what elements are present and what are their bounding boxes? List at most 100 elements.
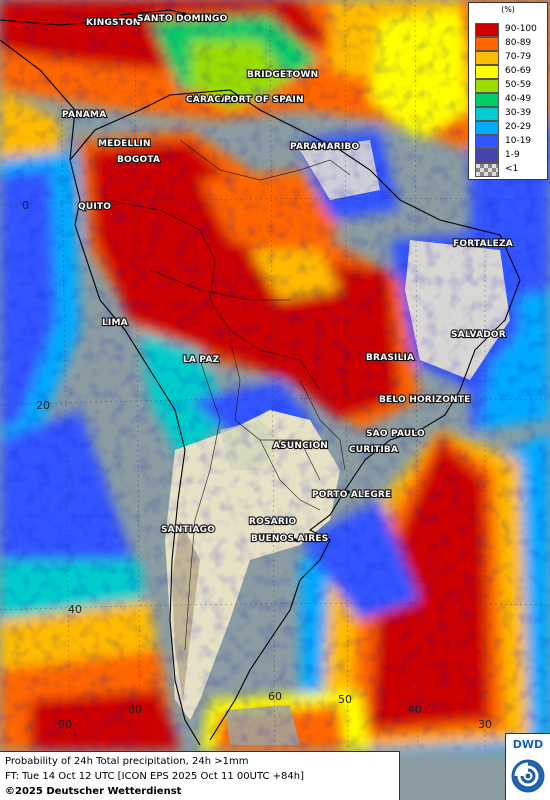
city-marker: [124, 140, 128, 144]
legend-swatch: [475, 93, 499, 107]
lat-label-40: 40: [68, 603, 82, 616]
lon-label-50: 50: [338, 693, 352, 706]
dwd-logo: DWD: [505, 733, 550, 800]
city-marker: [391, 430, 395, 434]
legend-row: 1-9: [475, 149, 545, 163]
legend-row: 20-29: [475, 121, 545, 135]
city-santiago: SANTIAGO: [161, 525, 215, 535]
city-marker: [420, 396, 424, 400]
legend-row: 40-49: [475, 93, 545, 107]
city-marker: [274, 521, 278, 525]
legend-label: 60-69: [505, 66, 532, 76]
legend-swatch: [475, 121, 499, 135]
legend-label: 30-39: [505, 108, 532, 118]
city-santo-domingo: SANTO DOMINGO: [137, 14, 228, 24]
city-kingston: KINGSTON: [86, 18, 141, 28]
city-marker: [263, 96, 267, 100]
legend-row: 80-89: [475, 37, 545, 51]
legend-label: 50-59: [505, 80, 532, 90]
city-salvador: SALVADOR: [451, 330, 506, 340]
city-marker: [474, 331, 478, 335]
forecast-time: FT: Tue 14 Oct 12 UTC [ICON EPS 2025 Oct…: [5, 771, 304, 782]
city-marker: [214, 95, 218, 99]
city-marker: [126, 18, 130, 22]
map-caption: Probability of 24h Total precipitation, …: [0, 751, 400, 800]
city-marker: [346, 490, 350, 494]
city-buenos-aires: BUENOS AIRES: [251, 534, 328, 544]
city-marker: [293, 538, 297, 542]
legend-label: 20-29: [505, 122, 532, 132]
city-lima: LIMA: [102, 318, 128, 328]
legend-swatch: [475, 23, 499, 37]
legend-label: <1: [505, 164, 519, 174]
city-fortaleza: FORTALEZA: [453, 239, 513, 249]
lon-label-40: 40: [408, 703, 422, 716]
city-rosario: ROSARIO: [249, 517, 297, 527]
coastlines: [0, 9, 521, 746]
city-la-paz: LA PAZ: [183, 355, 220, 365]
city-marker: [94, 203, 98, 207]
city-port-of-spain: PORT OF SPAIN: [224, 95, 304, 105]
legend-row: 30-39: [475, 107, 545, 121]
product-title: Probability of 24h Total precipitation, …: [5, 756, 249, 767]
legend-swatch: [475, 163, 499, 177]
city-bogota: BOGOTA: [117, 155, 160, 165]
country-borders: [104, 139, 351, 651]
city-marker: [372, 445, 376, 449]
dwd-swirl-icon: [511, 759, 545, 793]
legend-label: 70-79: [505, 52, 532, 62]
city-marker: [88, 113, 92, 117]
city-marker: [482, 240, 486, 244]
legend-swatch: [475, 37, 499, 51]
legend-row: 70-79: [475, 51, 545, 65]
city-marker: [277, 72, 281, 76]
legend-row: 50-59: [475, 79, 545, 93]
legend-swatch: [475, 65, 499, 79]
lat-label-0: 0: [22, 199, 29, 212]
city-marker: [137, 158, 141, 162]
legend-swatch: [475, 51, 499, 65]
lon-label-80: 80: [128, 703, 142, 716]
city-marker: [293, 442, 297, 446]
copyright: ©2025 Deutscher Wetterdienst: [5, 786, 182, 797]
legend-label: 80-89: [505, 38, 532, 48]
lon-label-90: 90: [58, 718, 72, 731]
legend-label: 40-49: [505, 94, 532, 104]
legend-swatch: [475, 149, 499, 163]
city-marker: [188, 528, 192, 532]
lon-label-30: 30: [478, 718, 492, 731]
city-marker: [388, 355, 392, 359]
city-labels: KINGSTON SANTO DOMINGO BRIDGETOWN CARACA…: [61, 12, 514, 545]
legend-row: 10-19: [475, 135, 545, 149]
city-paramaribo: PARAMARIBO: [290, 142, 359, 152]
city-bridgetown: BRIDGETOWN: [247, 70, 318, 80]
city-quito: QUITO: [78, 202, 111, 212]
legend-swatch: [475, 135, 499, 149]
legend-label: 10-19: [505, 136, 532, 146]
city-brasilia: BRASILIA: [366, 353, 414, 363]
city-curitiba: CURITIBA: [349, 445, 398, 455]
city-medellin: MEDELLIN: [98, 139, 151, 149]
dwd-logo-text: DWD: [512, 738, 544, 751]
legend-row: 60-69: [475, 65, 545, 79]
legend-label: 1-9: [505, 150, 520, 160]
legend-row: 90-100: [475, 23, 545, 37]
city-marker: [112, 320, 116, 324]
city-marker: [182, 12, 186, 16]
city-asuncion: ASUNCION: [273, 441, 328, 451]
city-belo-horizonte: BELO HORIZONTE: [379, 395, 470, 405]
city-sao-paulo: SAO PAULO: [366, 429, 425, 439]
legend: (%) 90-100 80-89 70-79 60-69 50-59 40-49…: [468, 2, 548, 180]
city-caracas: CARACAS: [186, 95, 235, 105]
lon-label-60: 60: [268, 690, 282, 703]
legend-unit: (%): [501, 5, 515, 14]
city-porto-alegre: PORTO ALEGRE: [312, 490, 391, 500]
grid-labels: 0 20 40 90 80 60 50 40 30: [22, 199, 492, 731]
legend-row: <1: [475, 163, 545, 177]
city-panama: PANAMA: [62, 110, 106, 120]
legend-swatch: [475, 107, 499, 121]
legend-label: 90-100: [505, 24, 537, 34]
city-marker: [199, 355, 203, 359]
